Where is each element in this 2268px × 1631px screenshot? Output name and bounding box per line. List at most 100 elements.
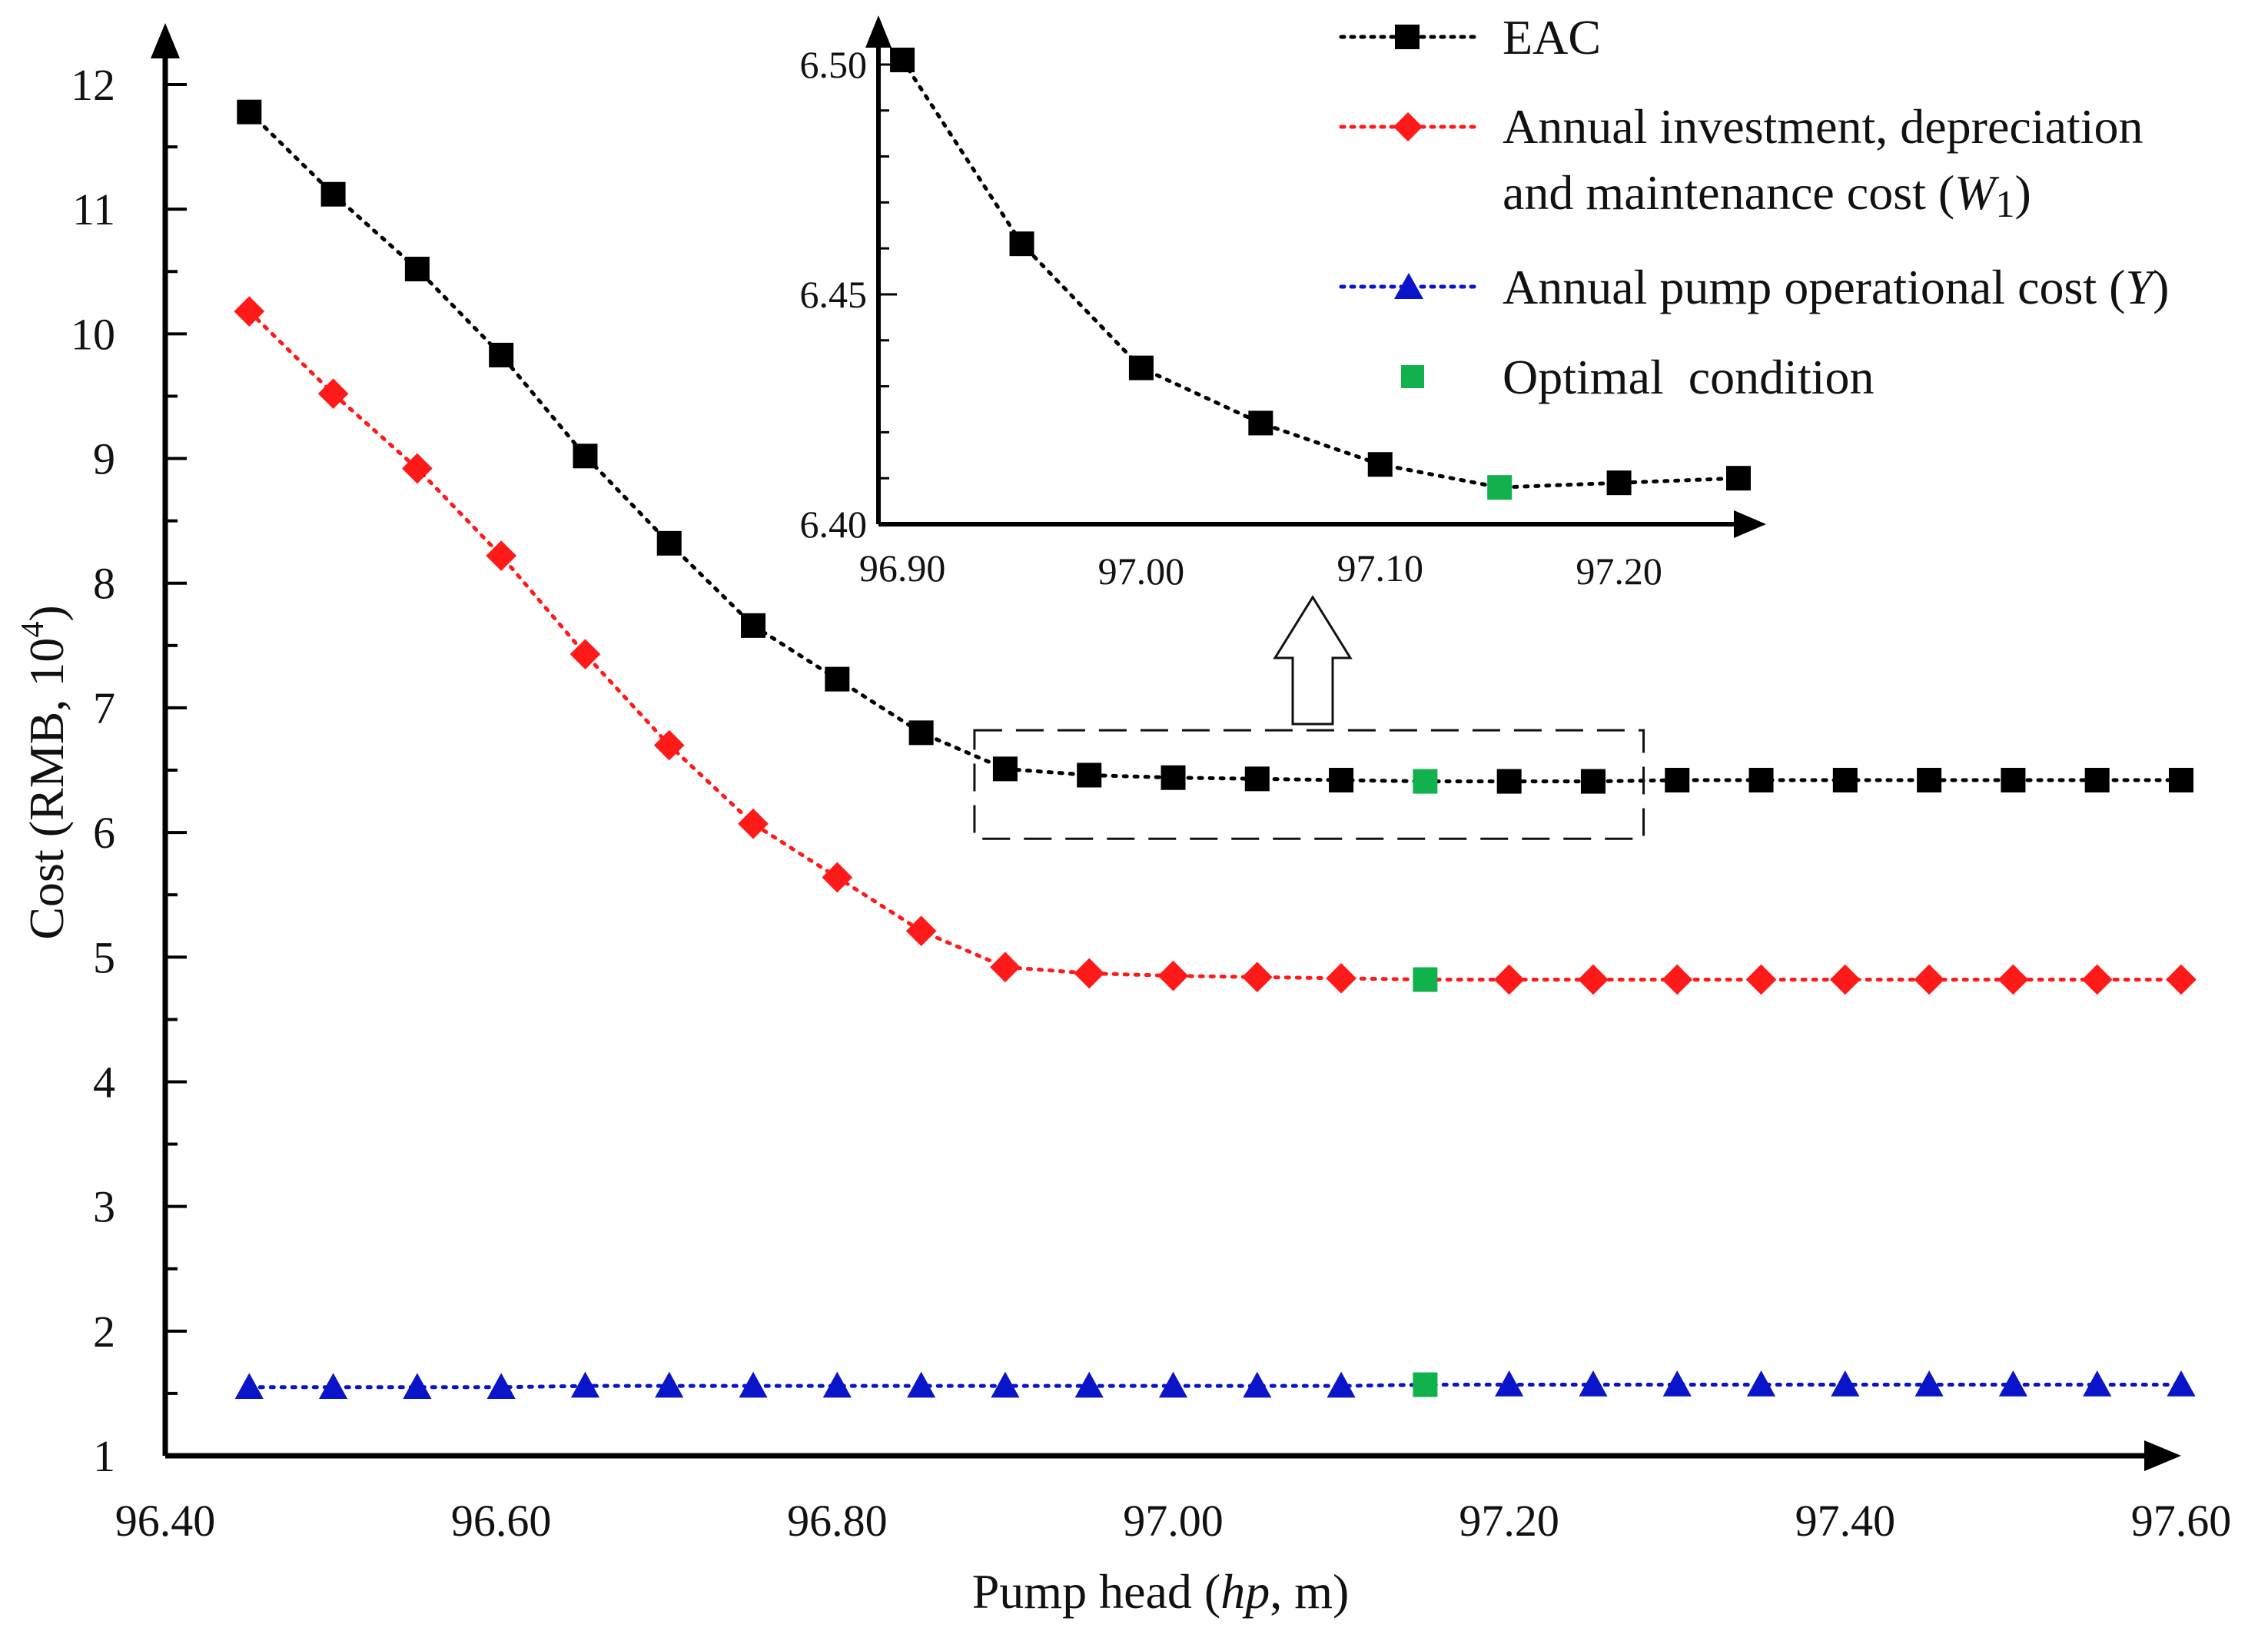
x-tick-label: 96.80 [787, 1496, 888, 1546]
inset-data-point-eac [1128, 355, 1154, 380]
inset-y-ticks: 6.40 6.45 6.50 [800, 43, 897, 546]
legend: EAC Annual investment, depreciation and … [1339, 10, 2169, 404]
inset-x-axis-arrow [1734, 510, 1766, 538]
y-tick-label: 3 [93, 1182, 115, 1232]
data-point-investment [653, 729, 685, 761]
x-tick-label: 97.40 [1795, 1496, 1896, 1546]
x-tick-label: 96.40 [115, 1496, 216, 1546]
data-point-operational [234, 1373, 264, 1400]
legend-label-investment-line2: and maintenance cost (W1) [1503, 165, 2031, 225]
series-line-investment [247, 309, 2183, 982]
y-axis-arrow [151, 23, 180, 58]
data-point-eac [2084, 767, 2110, 792]
y-tick-label: 4 [93, 1057, 115, 1107]
data-point-investment [569, 639, 601, 670]
y-axis-title-sup: 4 [15, 622, 51, 638]
series-line-operational [247, 1383, 2183, 1390]
data-point-investment [1997, 964, 2029, 995]
data-point-operational [319, 1373, 348, 1400]
legend-investment-tail: ) [2015, 165, 2031, 220]
inset-data-point-eac [1726, 466, 1751, 491]
data-point-operational [1327, 1371, 1356, 1398]
data-point-operational [822, 1371, 852, 1398]
optimal-marker-investment [1413, 967, 1438, 992]
y-axis-title-tail: ) [19, 605, 74, 621]
inset-x-tick-label: 97.20 [1576, 550, 1662, 593]
data-point-investment [1745, 964, 1777, 995]
series-line-eac [247, 110, 2183, 784]
legend-marker-investment [1393, 112, 1423, 141]
y-tick-label: 1 [93, 1431, 115, 1481]
data-point-eac [1580, 769, 1606, 794]
data-point-eac [489, 342, 514, 367]
x-axis-title-text: Pump head ( [972, 1564, 1221, 1619]
data-point-operational [1495, 1370, 1524, 1397]
inset-data-point-eac [1009, 231, 1034, 257]
inset-data-point-eac [1367, 452, 1393, 477]
data-point-operational [1998, 1370, 2027, 1397]
data-point-investment [1578, 964, 1609, 995]
data-point-investment [486, 540, 517, 571]
inset-y-tick-label: 6.40 [800, 503, 868, 546]
x-axis-title-italic: hp [1220, 1564, 1270, 1619]
y-axis-title: Cost (RMB, 104) [15, 605, 74, 939]
data-point-investment [1157, 960, 1189, 992]
inset-y-tick-label: 6.50 [800, 43, 868, 86]
y-tick-label: 10 [71, 309, 115, 359]
inset-x-tick-label: 97.10 [1337, 546, 1424, 590]
inset-data-point-eac [1606, 470, 1632, 496]
data-point-investment [234, 296, 265, 327]
data-point-eac [404, 257, 430, 282]
legend-investment-italic: W [1954, 165, 2000, 220]
inset-x-ticks: 96.90 97.00 97.10 97.20 [859, 546, 1662, 593]
legend-investment-text: and maintenance cost ( [1503, 165, 1954, 220]
data-point-operational [907, 1371, 936, 1398]
optimal-marker-operational [1413, 1372, 1438, 1397]
data-point-eac [2001, 767, 2026, 792]
data-point-eac [1917, 767, 1942, 792]
legend-operational-tail: ) [2153, 260, 2169, 314]
legend-operational-text: Annual pump operational cost ( [1503, 260, 2125, 314]
y-tick-label: 6 [93, 808, 115, 858]
data-point-investment [822, 862, 853, 893]
y-axis-title-text: Cost (RMB, 10 [19, 638, 74, 940]
inset-plot: 6.40 6.45 6.50 96.90 97.00 97.10 97.20 [800, 15, 1766, 593]
x-axis-title-tail: , m) [1270, 1564, 1349, 1619]
data-point-eac [825, 666, 850, 692]
data-point-investment [1326, 963, 1356, 994]
legend-marker-operational [1394, 273, 1423, 299]
data-point-investment [905, 915, 937, 947]
data-point-operational [1914, 1370, 1944, 1397]
data-point-operational [1746, 1370, 1776, 1397]
data-point-operational [1579, 1370, 1608, 1397]
data-point-eac [1832, 767, 1858, 792]
data-point-investment [1829, 964, 1861, 995]
data-point-eac [656, 530, 682, 556]
inset-data-point-eac [890, 47, 915, 72]
x-tick-label: 97.60 [2131, 1496, 2232, 1546]
inset-x-tick-label: 97.00 [1098, 550, 1185, 593]
data-point-operational [1831, 1370, 1860, 1397]
data-point-eac [1329, 767, 1354, 792]
data-point-investment [2166, 964, 2197, 995]
legend-operational-italic: Y [2125, 260, 2157, 314]
legend-item-operational: Annual pump operational cost (Y) [1339, 260, 2169, 314]
legend-label-optimal: Optimal condition [1503, 350, 1875, 404]
legend-investment-sub: 1 [1996, 182, 2015, 225]
data-point-eac [320, 181, 346, 207]
data-point-eac [1748, 767, 1774, 792]
data-point-investment [2081, 964, 2113, 995]
data-point-eac [1665, 767, 1690, 792]
data-point-eac [573, 443, 598, 469]
data-point-operational [2083, 1370, 2112, 1397]
y-tick-label: 7 [93, 683, 115, 733]
data-point-operational [1074, 1371, 1104, 1398]
data-point-operational [486, 1373, 516, 1400]
data-point-operational [1662, 1370, 1692, 1397]
inset-data-point-eac [1248, 410, 1273, 436]
data-point-eac [1077, 762, 1102, 788]
inset-optimal-marker [1487, 475, 1513, 500]
